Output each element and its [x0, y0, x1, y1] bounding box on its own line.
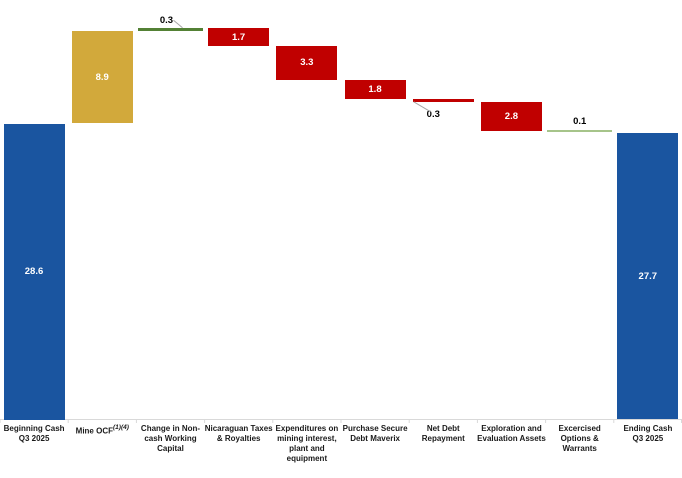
- category-label-line: Q3 2025: [632, 434, 664, 443]
- category-label-line: Expenditures on: [275, 424, 339, 433]
- category-label-line: Repayment: [421, 434, 465, 443]
- bar-expenditures-mining-interest-plant-equipment: [276, 45, 338, 81]
- footnote-superscript: (1)(4): [113, 424, 129, 431]
- value-label-expenditures-mining-interest-plant-equipment: 3.3: [300, 57, 314, 69]
- category-label-line: Purchase Secure: [342, 424, 408, 433]
- category-label-line: mining interest,: [277, 434, 337, 443]
- category-label-line: Q3 2025: [18, 434, 50, 443]
- category-label-beginning-cash: Beginning Cash Q3 2025: [0, 424, 73, 444]
- value-label-purchase-secure-debt-maverix: 1.8: [368, 83, 382, 95]
- category-label-excercised-options-warrants: Excercised Options & Warrants: [541, 424, 619, 454]
- bar-mine-ocf: [71, 31, 133, 124]
- value-label-nicaraguan-taxes-royalties: 1.7: [231, 31, 246, 43]
- category-label-line: Mine OCF(1)(4): [75, 424, 129, 436]
- category-label-line: Nicaraguan Taxes: [204, 424, 273, 433]
- value-label-excercised-options-warrants: 0.1: [573, 116, 587, 128]
- category-label-line: Debt Maverix: [350, 434, 400, 443]
- category-label-line: plant and: [289, 444, 325, 453]
- category-label-line: Excercised: [558, 424, 601, 433]
- bar-change-non-cash-working-capital: [137, 28, 204, 32]
- category-label-ending-cash: Ending Cash Q3 2025: [609, 424, 682, 444]
- bar-net-debt-repayment: [412, 98, 474, 102]
- bar-beginning-cash: [3, 123, 65, 420]
- value-label-beginning-cash: 28.6: [24, 266, 44, 277]
- value-label-ending-cash: 27.7: [638, 270, 658, 282]
- value-label-change-non-cash-working-capital: 0.3: [159, 14, 174, 26]
- bar-excercised-options-warrants: [547, 129, 613, 132]
- bar-purchase-secure-debt-maverix: [344, 80, 406, 99]
- category-label-line: cash Working: [144, 434, 197, 443]
- category-label-line: equipment: [286, 454, 328, 463]
- bar-nicaraguan-taxes-royalties: [208, 28, 270, 46]
- category-label-line: Exploration and: [481, 424, 542, 433]
- value-label-mine-ocf: 8.9: [95, 71, 109, 83]
- bar-ending-cash: [617, 132, 679, 420]
- category-label-line: Capital: [157, 444, 184, 453]
- category-label-net-debt-repayment: Net Debt Repayment: [404, 424, 482, 444]
- category-label-expenditures-mining-interest-plant-equipment: Expenditures on mining interest, plant and…: [268, 424, 346, 464]
- category-label-line: Ending Cash: [623, 424, 673, 433]
- category-label-line: Evaluation Assets: [477, 434, 546, 443]
- category-label-change-non-cash-working-capital: Change in Non-cash Working Capital: [131, 424, 209, 454]
- category-label-exploration-evaluation-assets: Exploration and Evaluation Assets: [472, 424, 550, 444]
- category-label-nicaraguan-taxes-royalties: Nicaraguan Taxes & Royalties: [200, 424, 278, 444]
- category-label-line: & Royalties: [216, 434, 261, 443]
- category-label-line: Warrants: [562, 444, 597, 453]
- category-label-purchase-secure-debt-maverix: Purchase Secure Debt Maverix: [336, 424, 414, 444]
- bar-exploration-evaluation-assets: [480, 101, 542, 131]
- category-label-line: Change in Non-: [140, 424, 201, 433]
- category-label-mine-ocf: Mine OCF(1)(4): [63, 424, 141, 437]
- category-label-line: Beginning Cash: [3, 424, 65, 433]
- value-label-net-debt-repayment: 0.3: [426, 109, 440, 121]
- category-label-line: Net Debt: [426, 424, 460, 433]
- category-label-line: Options &: [560, 434, 599, 443]
- value-label-exploration-evaluation-assets: 2.8: [504, 110, 518, 122]
